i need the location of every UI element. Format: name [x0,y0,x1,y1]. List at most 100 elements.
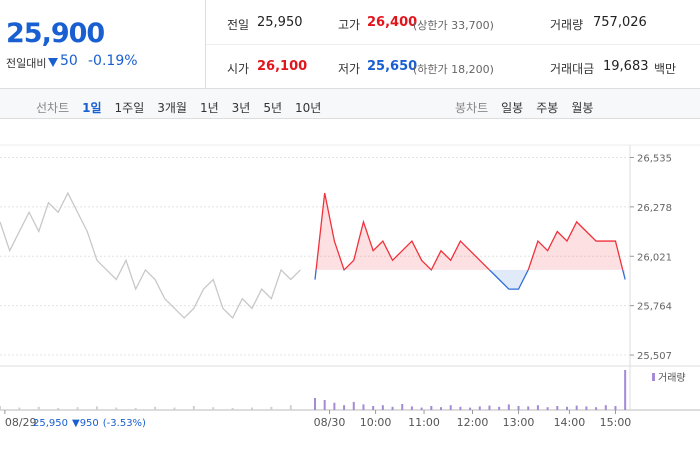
volume-bar [546,407,549,410]
volume-bar [507,404,510,410]
tab[interactable]: 1년 [199,101,219,115]
tab-label: 선차트 [36,101,70,115]
volume-bar [95,406,98,410]
price-line [0,191,301,320]
stat-value: 757,026 [593,15,647,30]
volume-bar [212,407,215,410]
x-tick-label: 08/29 [5,416,37,429]
x-tick-label: 13:00 [503,416,535,429]
x-tick-label: 15:00 [600,416,632,429]
volume-bar [556,406,559,410]
stat-note: (하한가 18,200) [413,63,494,76]
volume-bar [154,406,157,410]
stat-label: 고가 [338,18,361,32]
volume-bar [391,406,394,410]
legend-label: 거래량 [658,372,686,384]
volume-bar [430,406,433,410]
stat-value: 25,950 [257,15,303,30]
stat-note: (상한가 33,700) [413,19,494,32]
volume-bar [362,404,365,410]
annotation: (-3.53%) [103,418,146,429]
legend-swatch [652,373,655,381]
x-tick-label: 14:00 [554,416,586,429]
tab[interactable]: 일봉 [501,101,524,115]
volume-bar [381,405,384,410]
stat-unit: 백만 [654,62,677,76]
volume-bar [449,405,452,410]
price: 25,900 [6,18,105,49]
volume-bar [614,406,617,410]
volume-bar [251,407,253,410]
volume-bar [289,405,292,410]
tab[interactable]: 3년 [231,101,251,115]
volume-bar [527,406,530,410]
volume-bar [0,406,1,410]
x-tick-label: 10:00 [360,416,392,429]
volume-bar [401,404,404,410]
y-tick-label: 25,764 [637,302,672,313]
tab[interactable]: 10년 [295,101,322,115]
area-up [315,193,626,270]
stat-value: 25,650 [367,59,418,74]
divider [206,44,700,45]
volume-bar [57,408,60,410]
change-rate: -0.19% [88,53,138,69]
volume-bar [517,406,520,410]
volume-bar [420,407,423,410]
tab[interactable]: 1일 [82,101,102,115]
stat-value: 26,400 [367,15,418,30]
candle-tabs: 봉차트 일봉 주봉 월봉 [455,97,606,116]
volume-bar [314,398,316,410]
volume-bar [173,407,176,410]
volume-bar [372,406,375,410]
tab[interactable]: 3개월 [157,101,187,115]
down-icon [48,58,58,67]
change: 50 [60,53,78,69]
volume-bar [270,406,273,410]
volume-bar [192,406,195,410]
stat-label: 거래량 [550,18,584,32]
stat-label: 전일 [227,18,250,32]
volume-bar [536,405,539,410]
stat-label: 거래대금 [550,62,595,76]
tab-bar [0,89,700,119]
line-tabs: 선차트 1일 1주일 3개월 1년 3년 5년 10년 [36,97,334,116]
volume-bar [231,408,234,410]
tab[interactable]: 1주일 [114,101,145,115]
x-tick-label: 11:00 [408,416,440,429]
y-tick-label: 25,507 [637,351,672,362]
volume-bar [595,407,598,410]
volume-bar [18,407,21,410]
y-tick-label: 26,278 [637,203,672,214]
x-tick-label: 12:00 [457,416,489,429]
y-tick-label: 26,535 [637,153,672,164]
divider [205,0,206,88]
volume-bar [115,407,118,410]
change-label: 전일대비 [6,57,47,70]
volume-bar [37,406,40,410]
annotation: 25,950 [33,418,68,429]
tab[interactable]: 월봉 [571,101,594,115]
stat-label: 시가 [227,62,250,76]
volume-bar [440,407,442,410]
volume-bar [343,405,346,410]
tab[interactable]: 5년 [263,101,283,115]
volume-bar [134,408,137,410]
volume-bar [323,400,326,410]
volume-bar [566,406,568,410]
annotation: ▼950 [72,418,99,429]
volume-bar [469,407,472,410]
volume-bar [76,407,79,410]
stat-value: 26,100 [257,59,308,74]
volume-bar [459,406,462,410]
volume-bar [488,405,491,410]
volume-bar [333,402,336,410]
line-up [315,192,624,270]
volume-bar [410,406,413,410]
volume-bar [604,405,607,410]
tab[interactable]: 주봉 [536,101,559,115]
volume-bar [478,406,481,410]
volume-bar [498,406,501,410]
